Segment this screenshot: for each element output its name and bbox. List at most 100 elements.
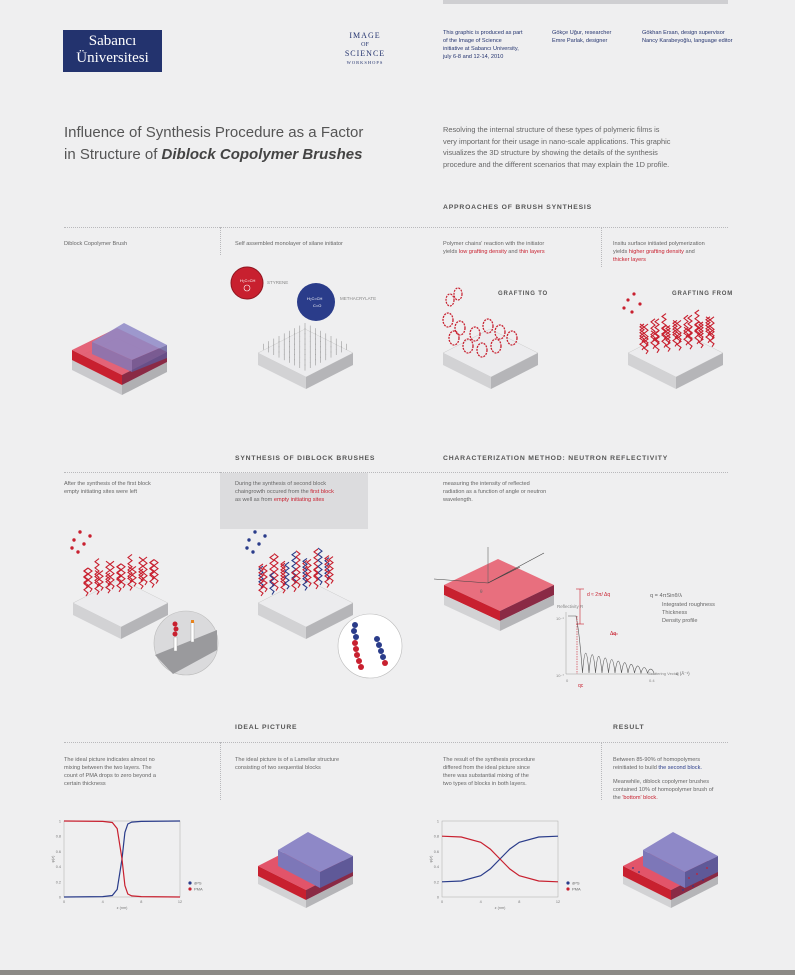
result-heading: RESULT [613,724,645,731]
styrene-molecule: H₂C=CH [230,266,264,300]
legend-marker-dPS [188,881,192,885]
x-axis-label: z (nm) [117,906,128,910]
y-tick-label: 0.8 [56,835,61,839]
x-tick-label: 8 [140,900,142,904]
second-block-chain [269,572,275,595]
methacrylate-label: METHACRYLATE [340,296,377,301]
grafted-chain [709,316,715,340]
svg-text:H₂C=CH: H₂C=CH [307,296,323,301]
monomer [257,542,261,546]
first-block-chains [70,530,159,597]
monomer [251,550,255,554]
polymer-coil [506,330,518,346]
ios-line2: OF [361,42,369,48]
monomer [247,538,251,542]
grafted-chain [709,328,715,348]
sam-initiator-block [257,323,354,389]
reflectivity-tick-top: 10⁻¹ [556,616,564,621]
second-block-chain [295,550,301,589]
second-block-chain [313,566,319,590]
monomer [70,546,74,550]
methacrylate-molecule: H₂C=CH C=O [297,283,335,321]
reflectivity-axis-label: Reflectivity R [557,604,584,609]
monomer [632,292,636,296]
polymer-coil [462,338,474,354]
ios-line3: SCIENCE [344,49,386,58]
about-text: This graphic is produced as part of the I… [443,30,523,60]
zoom-circle-first [153,610,219,676]
grafted-chain [643,323,649,347]
x-tick-label: 4 [480,900,482,904]
first-block-chain [138,556,144,582]
page-title: Influence of Synthesis Procedure as a Fa… [64,122,363,166]
second-block-chain [317,547,323,586]
legend-label: dPS [572,881,580,886]
free-polymer-coil [453,287,463,301]
grafted-chain [683,314,689,338]
grafted-chain [698,321,704,349]
q-formula: q = 4πSinθ/λ [650,593,683,599]
y-axis-label: φ(z) [51,855,55,863]
divider-v [220,227,221,255]
grafted-chain [650,318,656,342]
ideal-left-text: The ideal picture indicates almost no mix… [64,757,157,787]
credits-b: Gökhan Ersan, design supervisor Nancy Kar… [642,30,733,44]
title-line1: Influence of Synthesis Procedure as a Fa… [64,124,364,141]
x-tick-label: 0 [63,900,65,904]
second-block-chain [324,555,330,588]
second-block-chain [306,558,312,587]
col2-label: Self assembled monolayer of silane initi… [235,241,343,247]
y-tick-label: 0.8 [434,835,439,839]
legend-marker-PMA [566,887,570,891]
plot-frame [441,820,559,898]
grafted-chain [665,325,671,352]
col1-label: Diblock Copolymer Brush [64,241,128,247]
d-formula: d ≈ 2π/ Δq [587,592,611,598]
top-bar [443,0,728,4]
title-line2: in Structure of Diblock Copolymer Brushe… [64,146,363,163]
reflectivity-plot [565,612,656,675]
grafted-chain [661,325,667,348]
reflectivity-block [433,547,554,631]
monomer [76,550,80,554]
second-block-chain [280,560,286,594]
divider-v [601,227,602,267]
first-block-chain [109,560,115,590]
y-axis-label: φ(z) [429,855,433,863]
approaches-heading: APPROACHES OF BRUSH SYNTHESIS [443,204,592,211]
second-block-chain [273,553,279,591]
legend-marker-PMA [188,887,192,891]
ideal-right-text: The ideal picture is of a Lamellar struc… [235,757,340,771]
x-tick-label: 8 [518,900,520,904]
grafted-chain [643,335,649,355]
first-block-chain [105,572,111,594]
reflectivity-notes: Integrated roughness Thickness Density pro… [662,602,715,624]
reflectivity-tick-bottom: 10⁻⁷ [556,673,565,678]
first-block-chain [153,559,159,584]
intro-text: Resolving the internal structure of thes… [443,125,671,169]
x-tick-label: 12 [178,900,182,904]
x-tick-label: 0 [441,900,443,904]
sabanci-logo: Sabancı Üniversitesi [63,30,162,72]
first-block-chain [94,570,100,595]
grafting-to-label: GRAFTING TO [498,291,549,297]
grafted-chain [687,326,693,350]
divider [64,227,728,228]
monomer [72,538,76,542]
col3-label: Polymer chains' reaction with the initia… [443,241,545,255]
styrene-label: STYRENE [267,280,289,285]
polymer-coil [442,312,454,328]
y-tick-label: 0.4 [56,865,61,869]
polymer-coil [469,326,481,342]
reflectivity-tick-zero: 0 [566,678,569,683]
monomer [263,534,267,538]
x-axis-label: z (nm) [495,906,506,910]
plot-frame [63,820,181,898]
zoom-circle-second [337,613,403,679]
second-block-chains [245,530,334,597]
x-tick-label: 4 [102,900,104,904]
monomer [245,546,249,550]
first-block-chain [116,563,122,593]
x-tick-label: 12 [556,900,560,904]
